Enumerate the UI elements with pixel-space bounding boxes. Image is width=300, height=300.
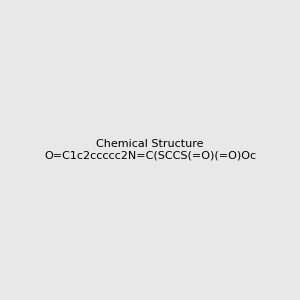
Text: Chemical Structure
O=C1c2ccccc2N=C(SCCS(=O)(=O)Oc: Chemical Structure O=C1c2ccccc2N=C(SCCS(… <box>44 139 256 161</box>
